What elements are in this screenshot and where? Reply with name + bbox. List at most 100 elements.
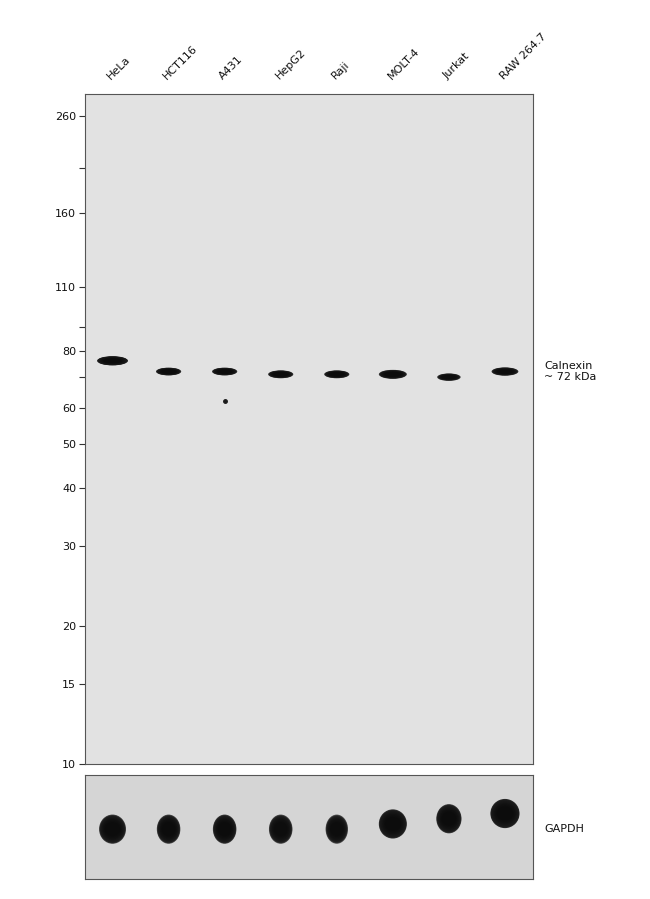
Ellipse shape bbox=[330, 372, 344, 376]
Ellipse shape bbox=[269, 815, 292, 843]
Ellipse shape bbox=[329, 820, 344, 839]
Ellipse shape bbox=[159, 817, 179, 841]
Ellipse shape bbox=[101, 817, 124, 841]
Ellipse shape bbox=[437, 805, 461, 832]
Ellipse shape bbox=[104, 821, 121, 837]
Ellipse shape bbox=[212, 368, 237, 376]
Ellipse shape bbox=[162, 823, 176, 836]
Ellipse shape bbox=[493, 368, 517, 376]
Ellipse shape bbox=[98, 357, 127, 365]
Ellipse shape bbox=[103, 359, 122, 363]
Ellipse shape bbox=[214, 815, 236, 842]
Ellipse shape bbox=[497, 369, 514, 374]
Ellipse shape bbox=[385, 817, 401, 831]
Ellipse shape bbox=[328, 372, 345, 377]
Ellipse shape bbox=[270, 371, 292, 378]
Ellipse shape bbox=[328, 372, 346, 377]
Ellipse shape bbox=[161, 821, 176, 838]
Ellipse shape bbox=[157, 814, 180, 844]
Ellipse shape bbox=[272, 819, 290, 840]
Ellipse shape bbox=[437, 373, 461, 381]
Text: A431: A431 bbox=[218, 54, 245, 81]
Ellipse shape bbox=[440, 375, 458, 379]
Ellipse shape bbox=[160, 369, 177, 374]
Ellipse shape bbox=[103, 820, 122, 839]
Ellipse shape bbox=[161, 369, 177, 374]
Ellipse shape bbox=[270, 371, 291, 378]
Ellipse shape bbox=[216, 819, 233, 839]
Ellipse shape bbox=[101, 358, 124, 364]
Ellipse shape bbox=[327, 816, 347, 842]
Ellipse shape bbox=[330, 821, 344, 837]
Ellipse shape bbox=[216, 369, 233, 374]
Ellipse shape bbox=[102, 819, 123, 840]
Ellipse shape bbox=[214, 369, 235, 375]
Ellipse shape bbox=[497, 806, 514, 821]
Ellipse shape bbox=[383, 814, 402, 833]
Ellipse shape bbox=[493, 802, 517, 825]
Ellipse shape bbox=[326, 371, 348, 378]
Ellipse shape bbox=[328, 817, 346, 841]
Ellipse shape bbox=[439, 374, 459, 380]
Ellipse shape bbox=[158, 369, 179, 375]
Ellipse shape bbox=[100, 357, 125, 364]
Ellipse shape bbox=[160, 819, 177, 839]
Ellipse shape bbox=[99, 357, 126, 365]
Ellipse shape bbox=[381, 812, 405, 836]
Ellipse shape bbox=[438, 374, 460, 380]
Ellipse shape bbox=[214, 817, 235, 841]
Ellipse shape bbox=[213, 368, 236, 375]
Ellipse shape bbox=[98, 356, 127, 365]
Ellipse shape bbox=[382, 371, 404, 378]
Ellipse shape bbox=[157, 815, 180, 843]
Text: Calnexin
~ 72 kDa: Calnexin ~ 72 kDa bbox=[544, 360, 597, 382]
Ellipse shape bbox=[102, 358, 124, 364]
Ellipse shape bbox=[99, 815, 125, 843]
Ellipse shape bbox=[274, 823, 287, 836]
Ellipse shape bbox=[381, 370, 404, 378]
Ellipse shape bbox=[493, 368, 517, 375]
Text: HCT116: HCT116 bbox=[161, 43, 200, 81]
Ellipse shape bbox=[272, 372, 289, 377]
Ellipse shape bbox=[271, 818, 290, 841]
Ellipse shape bbox=[213, 814, 237, 844]
Ellipse shape bbox=[495, 369, 514, 374]
Ellipse shape bbox=[273, 372, 289, 377]
Ellipse shape bbox=[441, 810, 458, 827]
Ellipse shape bbox=[162, 822, 176, 837]
Ellipse shape bbox=[384, 372, 402, 377]
Ellipse shape bbox=[269, 370, 292, 378]
Ellipse shape bbox=[105, 823, 120, 836]
Text: HeLa: HeLa bbox=[105, 54, 133, 81]
Ellipse shape bbox=[491, 799, 519, 828]
Ellipse shape bbox=[272, 372, 289, 377]
Ellipse shape bbox=[492, 801, 517, 826]
Ellipse shape bbox=[159, 369, 178, 374]
Ellipse shape bbox=[383, 814, 403, 834]
Ellipse shape bbox=[495, 805, 515, 823]
Ellipse shape bbox=[440, 375, 458, 379]
Text: Jurkat: Jurkat bbox=[442, 51, 472, 81]
Ellipse shape bbox=[327, 371, 347, 378]
Ellipse shape bbox=[441, 375, 457, 379]
Ellipse shape bbox=[157, 368, 180, 375]
Ellipse shape bbox=[160, 369, 177, 374]
Ellipse shape bbox=[441, 375, 457, 379]
Ellipse shape bbox=[157, 815, 179, 842]
Ellipse shape bbox=[437, 806, 460, 832]
Ellipse shape bbox=[380, 370, 406, 378]
Ellipse shape bbox=[495, 805, 515, 823]
Ellipse shape bbox=[270, 371, 291, 378]
Ellipse shape bbox=[97, 356, 128, 365]
Ellipse shape bbox=[101, 358, 124, 364]
Ellipse shape bbox=[272, 819, 289, 839]
Ellipse shape bbox=[330, 822, 343, 837]
Ellipse shape bbox=[215, 369, 234, 374]
Ellipse shape bbox=[491, 368, 519, 376]
Ellipse shape bbox=[269, 814, 292, 844]
Ellipse shape bbox=[380, 810, 406, 838]
Ellipse shape bbox=[440, 809, 458, 828]
Ellipse shape bbox=[494, 803, 516, 824]
Ellipse shape bbox=[156, 368, 181, 376]
Ellipse shape bbox=[103, 358, 122, 363]
